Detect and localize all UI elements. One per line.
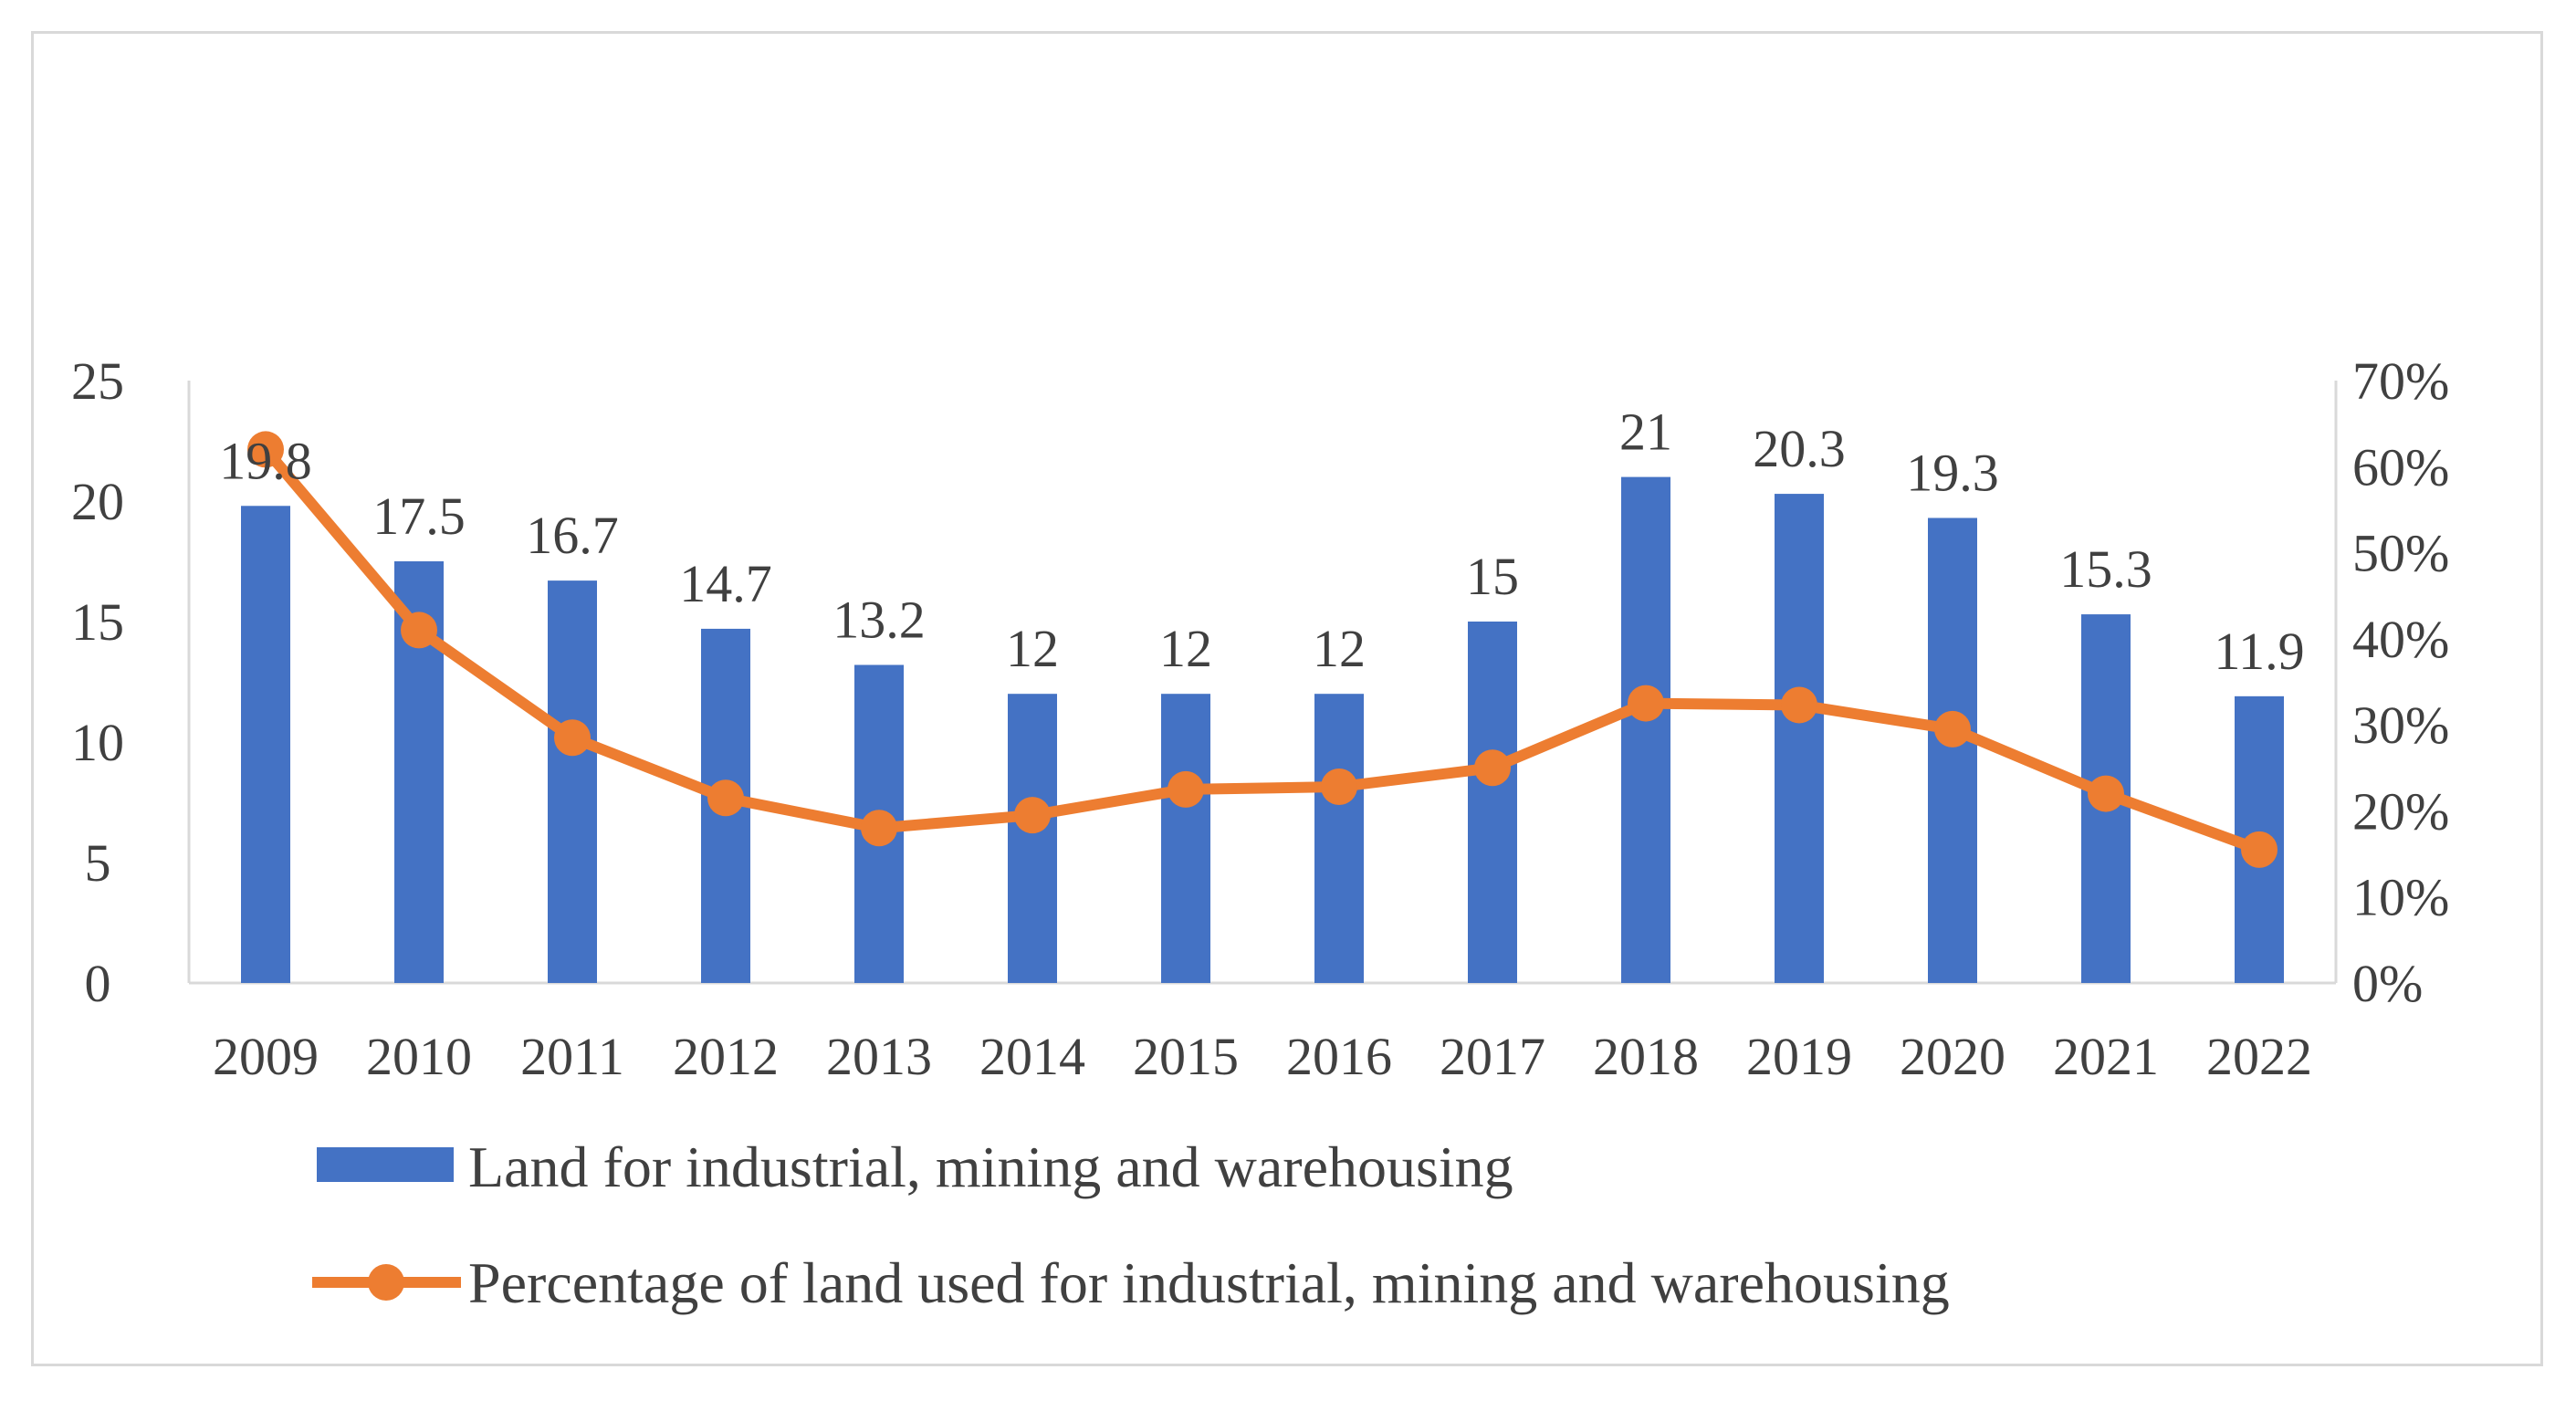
y-right-tick-label: 0% [2352, 954, 2423, 1013]
bar-data-label: 20.3 [1753, 419, 1846, 478]
bar [1775, 494, 1824, 983]
y-right-tick-label: 50% [2352, 524, 2449, 583]
line-point [1781, 686, 1817, 724]
bar [548, 580, 597, 983]
bar-data-label: 12 [1006, 619, 1059, 678]
x-tick-label: 2013 [826, 1027, 932, 1086]
x-tick-label: 2020 [1900, 1027, 2005, 1086]
x-tick-label: 2010 [366, 1027, 472, 1086]
x-tick-label: 2009 [213, 1027, 319, 1086]
line-point [1168, 770, 1204, 808]
bar [1621, 476, 1670, 983]
line-point [861, 810, 897, 847]
y-right-tick-label: 10% [2352, 868, 2449, 927]
y-right-tick-label: 60% [2352, 437, 2449, 497]
bar-data-label: 12 [1159, 619, 1212, 678]
line-point [2088, 775, 2124, 812]
axes: 0 5 10 15 20 25 0% 10% 20% 30% 40% 50% 60% 70% 2009 201… [71, 351, 2449, 1086]
legend-line-label: Percentage of land used for industrial, … [468, 1250, 1950, 1315]
bar-data-label: 21 [1619, 403, 1672, 462]
y-left-tick-label: 15 [71, 592, 124, 652]
bar-data-label: 15.3 [2059, 539, 2152, 599]
line-point [401, 612, 437, 649]
bar-data-label: 15 [1466, 547, 1519, 606]
y-right-tick-label: 30% [2352, 695, 2449, 755]
legend-bar-label: Land for industrial, mining and warehous… [468, 1134, 1513, 1199]
y-left-tick-label: 10 [71, 713, 124, 772]
y-right-tick-label: 70% [2352, 351, 2449, 411]
bar-data-label: 17.5 [372, 486, 466, 546]
legend-bar-swatch [317, 1147, 454, 1182]
bar [1928, 518, 1977, 983]
bar-data-label: 19.3 [1906, 443, 1999, 502]
data-labels: 19.8 17.5 16.7 14.7 13.2 12 12 12 15 21 20.3 19.3 15… [219, 403, 2304, 681]
x-tick-label: 2012 [673, 1027, 779, 1086]
bar [1314, 694, 1364, 983]
bar-data-label: 12 [1313, 619, 1366, 678]
line-point [1628, 685, 1664, 722]
line-point [1934, 710, 1971, 748]
x-tick-label: 2021 [2053, 1027, 2159, 1086]
x-tick-label: 2016 [1286, 1027, 1392, 1086]
line-point [247, 431, 284, 468]
y-left-tick-label: 5 [85, 833, 111, 893]
bar-data-label: 13.2 [832, 591, 926, 650]
bar [241, 506, 290, 983]
line-point [554, 719, 591, 757]
bar-data-label: 11.9 [2214, 622, 2304, 681]
x-tick-label: 2019 [1746, 1027, 1852, 1086]
x-tick-label: 2011 [520, 1027, 624, 1086]
y-right-tick-label: 20% [2352, 781, 2449, 841]
line-point [2241, 831, 2278, 868]
line-point [707, 779, 744, 817]
bar [1161, 694, 1210, 983]
line-series [247, 431, 2278, 868]
y-left-tick-label: 25 [71, 351, 124, 411]
bar [1468, 622, 1517, 983]
bar [1008, 694, 1057, 983]
x-tick-label: 2014 [979, 1027, 1085, 1086]
bar-data-label: 16.7 [526, 506, 619, 565]
y-left-tick-label: 0 [85, 954, 111, 1013]
y-left-tick-label: 20 [71, 472, 124, 531]
line-point [1321, 768, 1357, 806]
x-tick-label: 2015 [1133, 1027, 1239, 1086]
series-line [260, 444, 2265, 855]
x-tick-label: 2018 [1593, 1027, 1699, 1086]
combo-chart: 0 5 10 15 20 25 0% 10% 20% 30% 40% 50% 60% 70% 2009 201… [71, 351, 2449, 1315]
line-point [1014, 797, 1051, 834]
legend: Land for industrial, mining and warehous… [312, 1134, 1950, 1315]
legend-line-marker [368, 1264, 404, 1301]
x-tick-label: 2017 [1440, 1027, 1545, 1086]
chart-frame: 0 5 10 15 20 25 0% 10% 20% 30% 40% 50% 60% 70% 2009 201… [31, 31, 2543, 1366]
line-point [1474, 749, 1511, 787]
y-right-tick-label: 40% [2352, 610, 2449, 669]
x-tick-label: 2022 [2206, 1027, 2312, 1086]
bar-data-label: 14.7 [679, 554, 772, 613]
bar-data-label: 19.8 [219, 431, 312, 490]
